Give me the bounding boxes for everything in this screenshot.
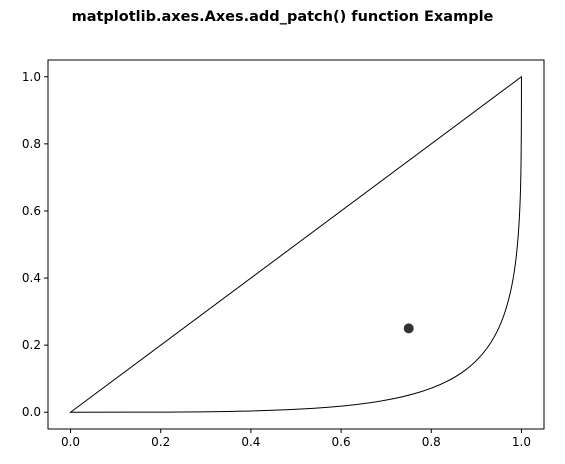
y-tick-label: 0.8 bbox=[22, 137, 41, 151]
y-tick-label: 0.6 bbox=[22, 204, 41, 218]
bezier-patch-path bbox=[69, 75, 522, 413]
data-point-0 bbox=[403, 323, 414, 334]
x-tick-label: 0.8 bbox=[422, 435, 441, 449]
axes-frame bbox=[47, 59, 545, 430]
chart-title: matplotlib.axes.Axes.add_patch() functio… bbox=[71, 9, 494, 25]
x-tick-label: 0.2 bbox=[151, 435, 170, 449]
x-tick-label: 0.0 bbox=[61, 435, 80, 449]
x-tick-label: 0.4 bbox=[241, 435, 260, 449]
x-tick-label: 0.6 bbox=[332, 435, 351, 449]
y-tick-label: 0.0 bbox=[22, 405, 41, 419]
x-tick-label: 1.0 bbox=[512, 435, 531, 449]
y-tick-label: 1.0 bbox=[22, 70, 41, 84]
y-tick-label: 0.2 bbox=[22, 338, 41, 352]
y-tick-label: 0.4 bbox=[22, 271, 41, 285]
